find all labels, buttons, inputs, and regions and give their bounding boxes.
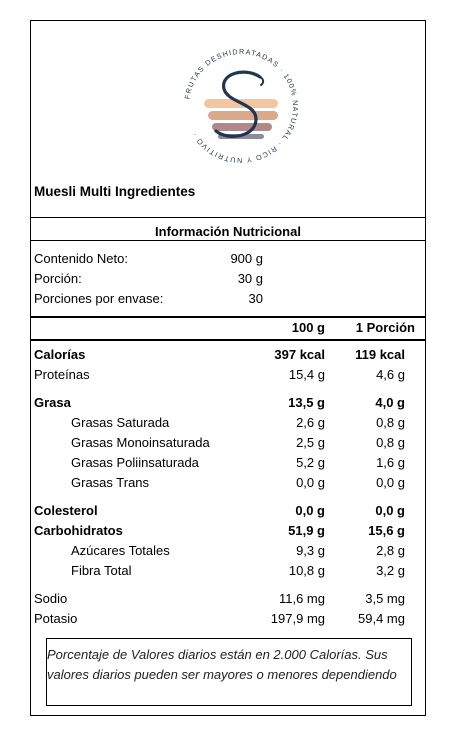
- column-header-portion: 1 Porción: [355, 320, 415, 335]
- meta-label: Porciones por envase:: [34, 291, 164, 306]
- nutrient-value-100g: 2,6 g: [296, 415, 325, 430]
- nutrient-row: Grasa 13,5 g 4,0 g: [31, 395, 425, 415]
- nutrient-value-portion: 4,6 g: [376, 367, 405, 382]
- nutrient-value-portion: 3,2 g: [376, 563, 405, 578]
- nutrient-value-portion: 59,4 mg: [358, 611, 405, 626]
- meta-row: Porción: 30 g: [31, 271, 425, 291]
- nutrient-row: Colesterol 0,0 g 0,0 g: [31, 503, 425, 523]
- nutrient-name: Sodio: [34, 591, 68, 606]
- brand-logo: FRUTAS DESHIDRATADAS · 100% NATURAL · RI…: [176, 41, 306, 171]
- nutrient-value-portion: 0,8 g: [376, 435, 405, 450]
- footnote-line: Porcentaje de Valores diarios están en 2…: [47, 647, 388, 662]
- nutrient-row: Grasas Saturada 2,6 g 0,8 g: [31, 415, 425, 435]
- nutrient-name: Colesterol: [34, 503, 98, 518]
- nutrient-value-portion: 4,0 g: [375, 395, 405, 410]
- nutrient-row: Calorías 397 kcal 119 kcal: [31, 347, 425, 367]
- info-title: Información Nutricional: [155, 224, 301, 239]
- nutrient-value-100g: 197,9 mg: [270, 611, 325, 626]
- product-name: Muesli Multi Ingredientes: [34, 184, 196, 199]
- meta-value: 900 g: [230, 251, 263, 266]
- column-header: 100 g 1 Porción: [31, 320, 425, 340]
- nutrient-value-portion: 0,8 g: [376, 415, 405, 430]
- nutrient-name: Grasas Saturada: [71, 415, 170, 430]
- nutrient-value-portion: 0,0 g: [375, 503, 405, 518]
- nutrient-name: Calorías: [34, 347, 86, 362]
- nutrient-row: Sodio 11,6 mg 3,5 mg: [31, 591, 425, 611]
- meta-row: Porciones por envase: 30: [31, 291, 425, 311]
- footnote-line: valores diarios pueden ser mayores o men…: [47, 667, 397, 682]
- nutrient-name: Grasas Trans: [71, 475, 150, 490]
- meta-row: Contenido Neto: 900 g: [31, 251, 425, 271]
- nutrient-value-portion: 0,0 g: [376, 475, 405, 490]
- nutrient-row: Azúcares Totales 9,3 g 2,8 g: [31, 543, 425, 563]
- nutrient-name: Grasas Poliinsaturada: [71, 455, 199, 470]
- nutrient-value-portion: 15,6 g: [368, 523, 405, 538]
- nutrient-value-100g: 397 kcal: [274, 347, 325, 362]
- meta-label: Contenido Neto:: [34, 251, 128, 266]
- nutrient-name: Grasas Monoinsaturada: [71, 435, 210, 450]
- nutrient-name: Proteínas: [34, 367, 90, 382]
- divider: [31, 316, 425, 318]
- divider: [31, 339, 425, 341]
- nutrient-value-100g: 11,6 mg: [278, 591, 325, 606]
- nutrient-value-100g: 51,9 g: [288, 523, 325, 538]
- nutrient-name: Grasa: [34, 395, 71, 410]
- nutrient-value-100g: 13,5 g: [288, 395, 325, 410]
- nutrient-value-100g: 15,4 g: [288, 367, 325, 382]
- column-header-100g: 100 g: [291, 320, 325, 335]
- nutrient-value-100g: 5,2 g: [296, 455, 325, 470]
- nutrient-row: Fibra Total 10,8 g 3,2 g: [31, 563, 425, 583]
- nutrient-value-100g: 0,0 g: [295, 503, 325, 518]
- nutrient-row: Grasas Trans 0,0 g 0,0 g: [31, 475, 425, 495]
- nutrient-row: Grasas Poliinsaturada 5,2 g 1,6 g: [31, 455, 425, 475]
- divider: [31, 217, 425, 218]
- nutrient-value-portion: 2,8 g: [376, 543, 405, 558]
- nutrient-value-portion: 119 kcal: [355, 347, 405, 362]
- footnote-box: Porcentaje de Valores diarios están en 2…: [46, 638, 412, 706]
- brand-logo-icon: FRUTAS DESHIDRATADAS · 100% NATURAL · RI…: [182, 47, 298, 165]
- divider: [31, 240, 425, 241]
- nutrition-label: FRUTAS DESHIDRATADAS · 100% NATURAL · RI…: [30, 20, 426, 716]
- nutrient-name: Azúcares Totales: [71, 543, 170, 558]
- nutrient-name: Fibra Total: [71, 563, 132, 578]
- nutrient-row: Potasio 197,9 mg 59,4 mg: [31, 611, 425, 631]
- nutrient-value-portion: 1,6 g: [376, 455, 405, 470]
- nutrient-name: Potasio: [34, 611, 78, 626]
- nutrient-row: Carbohidratos 51,9 g 15,6 g: [31, 523, 425, 543]
- meta-value: 30 g: [237, 271, 263, 286]
- meta-value: 30: [248, 291, 263, 306]
- nutrient-value-100g: 0,0 g: [296, 475, 325, 490]
- nutrient-value-100g: 9,3 g: [296, 543, 325, 558]
- nutrient-row: Grasas Monoinsaturada 2,5 g 0,8 g: [31, 435, 425, 455]
- nutrient-value-100g: 10,8 g: [288, 563, 325, 578]
- nutrient-row: Proteínas 15,4 g 4,6 g: [31, 367, 425, 387]
- nutrient-value-portion: 3,5 mg: [365, 591, 405, 606]
- nutrient-name: Carbohidratos: [34, 523, 123, 538]
- meta-label: Porción:: [34, 271, 82, 286]
- nutrient-value-100g: 2,5 g: [296, 435, 325, 450]
